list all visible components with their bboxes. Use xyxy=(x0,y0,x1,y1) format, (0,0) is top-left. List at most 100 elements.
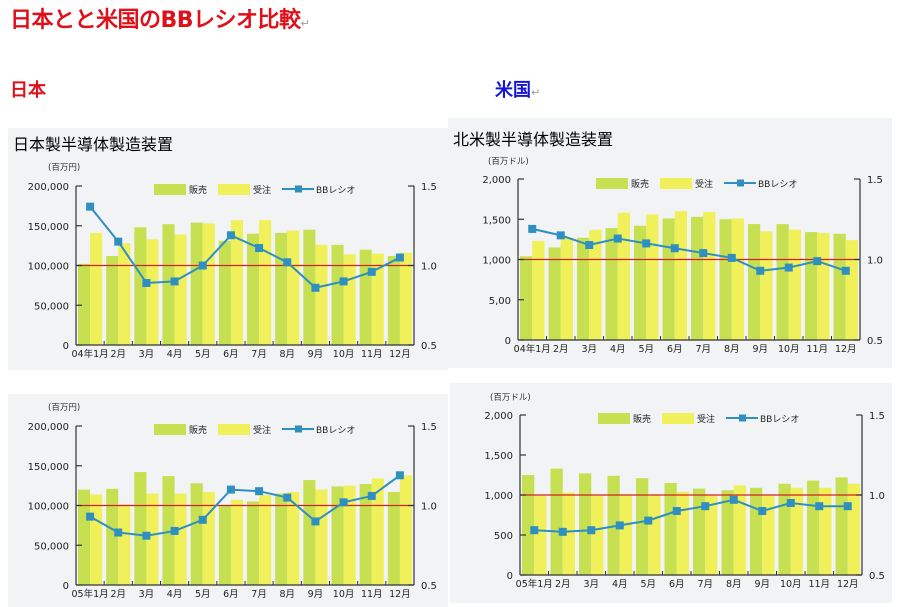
x-tick-label: 8月 xyxy=(279,349,295,360)
legend-label-bb: BBレシオ xyxy=(760,414,799,425)
x-tick-label: 8月 xyxy=(726,579,742,590)
x-tick-label: 9月 xyxy=(754,579,770,590)
bar-orders xyxy=(315,489,328,585)
section-heading-us: 米国↵ xyxy=(495,76,540,102)
x-tick-label: 6月 xyxy=(223,589,239,600)
y-tick-label: 1,000 xyxy=(484,491,513,502)
bb-ratio-point xyxy=(339,277,348,286)
x-tick-label: 11月 xyxy=(808,579,830,590)
bar-sales xyxy=(520,256,533,340)
x-tick-label: 7月 xyxy=(251,589,267,600)
bar-sales xyxy=(162,476,175,585)
bar-sales xyxy=(719,219,732,340)
bar-orders xyxy=(343,485,356,585)
legend-label-sales: 販売 xyxy=(633,413,651,425)
bar-orders xyxy=(619,495,632,575)
bb-ratio-point xyxy=(670,244,679,253)
bar-sales xyxy=(218,240,231,345)
bb-ratio-point xyxy=(615,521,624,530)
bb-ratio-point xyxy=(367,267,376,276)
bb-ratio-line xyxy=(534,498,848,533)
x-tick-label: 12月 xyxy=(389,589,411,600)
legend-label-sales: 販売 xyxy=(189,424,207,436)
y-tick-label: 1,000 xyxy=(482,256,511,267)
bb-ratio-point xyxy=(114,237,123,246)
bar-orders xyxy=(790,487,803,575)
y-tick-label: 2,000 xyxy=(482,175,511,186)
bb-ratio-line xyxy=(89,474,401,537)
bar-sales xyxy=(162,224,175,345)
section-heading-japan: 日本 xyxy=(10,80,46,101)
y-tick-label: 0 xyxy=(63,581,69,592)
bar-orders xyxy=(845,240,858,340)
x-tick-label: 12月 xyxy=(835,344,857,355)
bar-sales xyxy=(359,484,372,585)
bar-sales xyxy=(550,468,563,575)
y2-tick-label: 1.0 xyxy=(869,491,885,502)
x-tick-label: 5月 xyxy=(640,579,656,590)
x-tick-label: 2月 xyxy=(110,349,126,360)
legend-swatch-orders xyxy=(218,184,250,195)
bar-orders xyxy=(646,214,659,340)
chart-jp2004: (百万円) 0 50,000 100,000 150,000 200,000 0.5 1.0 1… xyxy=(28,163,437,360)
legend-label-bb: BBレシオ xyxy=(316,425,355,436)
return-mark-icon: ↵ xyxy=(300,17,310,30)
bar-sales xyxy=(607,475,620,575)
y-tick-label: 0 xyxy=(507,571,513,582)
bb-ratio-point xyxy=(701,502,710,511)
bb-ratio-point xyxy=(198,515,207,524)
bar-sales xyxy=(303,229,316,345)
x-tick-label: 3月 xyxy=(581,344,597,355)
bar-orders xyxy=(230,499,243,585)
legend-swatch-sales xyxy=(598,413,630,424)
y-tick-label: 500 xyxy=(494,531,513,542)
bb-ratio-point xyxy=(367,491,376,500)
x-tick-label: 12月 xyxy=(837,579,859,590)
bb-ratio-point xyxy=(843,502,852,511)
bar-sales xyxy=(750,487,763,575)
bar-orders xyxy=(705,495,718,575)
bar-orders xyxy=(648,495,661,575)
chart-panel-title-jp: 日本製半導体製造装置 xyxy=(13,135,174,154)
x-tick-label: 8月 xyxy=(724,344,740,355)
bb-ratio-point xyxy=(255,487,264,496)
legend-marker-bb xyxy=(295,185,302,193)
bar-orders xyxy=(560,237,573,340)
bar-sales xyxy=(548,247,561,340)
x-tick-label: 7月 xyxy=(695,344,711,355)
bar-orders xyxy=(399,475,412,585)
bar-sales xyxy=(134,227,147,345)
bar-orders xyxy=(760,231,773,340)
chart-panel-jp2005: (百万円) 0 50,000 100,000 150,000 200,000 0.5 1.0 1… xyxy=(8,394,448,607)
bb-ratio-point xyxy=(815,502,824,511)
legend-label-orders: 受注 xyxy=(253,424,271,436)
x-tick-label: 8月 xyxy=(279,589,295,600)
bar-sales xyxy=(303,480,316,585)
bar-orders xyxy=(819,487,832,575)
x-tick-label: 4月 xyxy=(610,344,626,355)
bar-orders xyxy=(817,232,830,340)
legend-swatch-orders xyxy=(662,413,694,424)
bar-orders xyxy=(343,254,356,345)
bar-sales xyxy=(748,224,761,340)
bb-ratio-point xyxy=(813,257,822,266)
bar-sales xyxy=(331,486,344,585)
y-tick-label: 0 xyxy=(63,341,69,352)
y2-tick-label: 1.5 xyxy=(421,422,437,433)
bb-ratio-point xyxy=(758,507,767,515)
page-title: 日本とと米国のBBレシオ比較↵ xyxy=(10,2,310,34)
bb-ratio-point xyxy=(784,263,793,272)
y2-tick-label: 1.5 xyxy=(421,182,437,193)
bar-orders xyxy=(174,234,187,345)
bb-ratio-point xyxy=(528,224,537,233)
return-mark-icon: ↵ xyxy=(531,86,541,99)
chart-panel-title-us: 北米製半導体製造装置 xyxy=(453,130,614,149)
bb-ratio-point xyxy=(283,493,292,502)
bar-sales xyxy=(247,233,260,345)
bb-ratio-point xyxy=(170,277,179,286)
x-tick-label: 11月 xyxy=(361,589,383,600)
bar-sales xyxy=(691,216,704,340)
bar-sales xyxy=(579,473,592,575)
bar-orders xyxy=(617,212,630,340)
x-tick-label: 6月 xyxy=(223,349,239,360)
